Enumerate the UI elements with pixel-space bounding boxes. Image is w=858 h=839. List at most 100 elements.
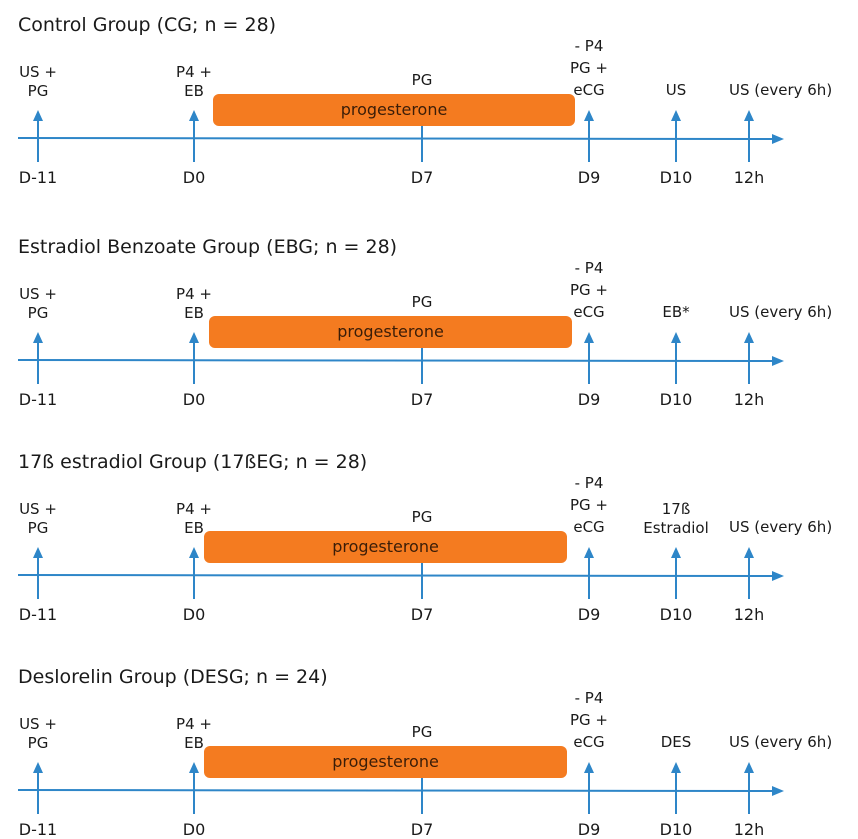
day-label: D-11 <box>18 390 58 409</box>
event-arrowhead <box>584 110 594 121</box>
event-arrowhead <box>744 547 754 558</box>
day-label: D9 <box>577 605 601 624</box>
group-title: Deslorelin Group (DESG; n = 24) <box>18 666 328 688</box>
event-label: US + <box>19 500 57 518</box>
event-label: P4 + <box>176 63 212 81</box>
event-label: EB <box>184 304 204 322</box>
event-arrowhead <box>33 762 43 773</box>
day-label: D10 <box>659 390 693 409</box>
event-label: US + <box>19 63 57 81</box>
day-label: D10 <box>659 820 693 839</box>
event-label: P4 + <box>176 715 212 733</box>
event-arrowhead <box>744 332 754 343</box>
event-label: EB <box>184 82 204 100</box>
timeline-arrowhead <box>772 571 784 581</box>
event-arrowhead <box>33 547 43 558</box>
event-label: eCG <box>573 303 605 321</box>
timeline-axis <box>17 359 773 362</box>
day-label: D9 <box>577 390 601 409</box>
event-label: US (every 6h) <box>729 733 833 751</box>
event-label: PG + <box>569 711 609 729</box>
timeline-arrowhead <box>772 786 784 796</box>
event-label: PG + <box>569 496 609 514</box>
event-label: US <box>665 81 687 99</box>
event-label: PG <box>411 71 433 89</box>
event-label: US + <box>19 285 57 303</box>
event-label: DES <box>660 733 692 751</box>
day-label: 12h <box>733 390 765 409</box>
event-label: PG <box>27 519 49 537</box>
event-arrowhead <box>671 547 681 558</box>
event-label: 17ß <box>661 500 691 518</box>
event-arrowhead <box>189 110 199 121</box>
day-label: D9 <box>577 168 601 187</box>
event-arrowhead <box>671 332 681 343</box>
timeline-arrowhead <box>772 356 784 366</box>
group-title: Control Group (CG; n = 28) <box>18 14 277 36</box>
event-label: PG <box>27 734 49 752</box>
event-label: PG <box>27 304 49 322</box>
event-label: Estradiol <box>643 519 709 537</box>
event-label: US (every 6h) <box>729 518 833 536</box>
day-label: D-11 <box>18 605 58 624</box>
event-arrowhead <box>671 762 681 773</box>
day-label: D-11 <box>18 820 58 839</box>
timeline-axis <box>17 574 773 577</box>
day-label: D7 <box>410 820 434 839</box>
event-arrowhead <box>744 762 754 773</box>
progesterone-bar: progesterone <box>213 94 575 126</box>
event-arrowhead <box>671 110 681 121</box>
day-label: D9 <box>577 820 601 839</box>
day-label: D-11 <box>18 168 58 187</box>
event-label: EB <box>184 734 204 752</box>
event-label: - P4 <box>574 474 604 492</box>
day-label: D0 <box>182 390 206 409</box>
event-arrowhead <box>189 332 199 343</box>
day-label: D10 <box>659 605 693 624</box>
event-arrowhead <box>33 332 43 343</box>
timeline-axis <box>17 137 773 140</box>
event-arrowhead <box>584 547 594 558</box>
day-label: D10 <box>659 168 693 187</box>
event-label: PG + <box>569 281 609 299</box>
event-label: eCG <box>573 733 605 751</box>
event-label: PG + <box>569 59 609 77</box>
event-label: EB* <box>662 303 690 321</box>
event-label: eCG <box>573 81 605 99</box>
event-label: PG <box>411 293 433 311</box>
day-label: D0 <box>182 168 206 187</box>
event-arrowhead <box>189 547 199 558</box>
event-arrowhead <box>189 762 199 773</box>
progesterone-bar: progesterone <box>209 316 572 348</box>
day-label: D7 <box>410 605 434 624</box>
event-label: EB <box>184 519 204 537</box>
day-label: 12h <box>733 605 765 624</box>
event-label: PG <box>27 82 49 100</box>
progesterone-bar: progesterone <box>204 531 567 563</box>
event-label: PG <box>411 723 433 741</box>
day-label: D7 <box>410 168 434 187</box>
event-arrowhead <box>584 762 594 773</box>
day-label: D7 <box>410 390 434 409</box>
group-title: Estradiol Benzoate Group (EBG; n = 28) <box>18 236 398 258</box>
event-label: - P4 <box>574 259 604 277</box>
day-label: 12h <box>733 820 765 839</box>
group-title: 17ß estradiol Group (17ßEG; n = 28) <box>18 451 368 473</box>
timeline-axis <box>17 789 773 792</box>
progesterone-bar: progesterone <box>204 746 567 778</box>
event-label: P4 + <box>176 285 212 303</box>
event-arrowhead <box>33 110 43 121</box>
timeline-arrowhead <box>772 134 784 144</box>
event-label: - P4 <box>574 689 604 707</box>
event-label: eCG <box>573 518 605 536</box>
event-label: PG <box>411 508 433 526</box>
event-label: US (every 6h) <box>729 303 833 321</box>
event-label: - P4 <box>574 37 604 55</box>
event-arrowhead <box>744 110 754 121</box>
event-label: P4 + <box>176 500 212 518</box>
event-label: US (every 6h) <box>729 81 833 99</box>
event-arrowhead <box>584 332 594 343</box>
event-label: US + <box>19 715 57 733</box>
